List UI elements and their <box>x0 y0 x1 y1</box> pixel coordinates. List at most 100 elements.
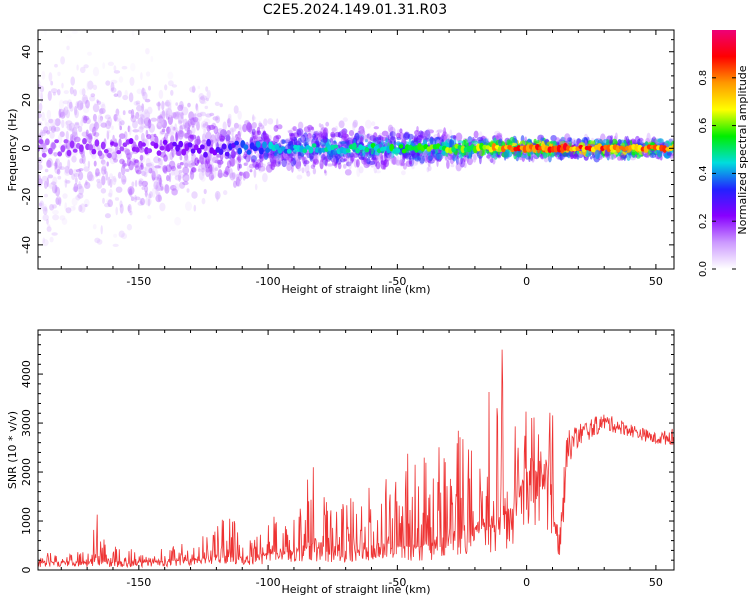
spectrogram-cell <box>202 123 206 127</box>
spectrogram-cell <box>226 130 231 136</box>
spectrogram-cell <box>130 115 137 123</box>
spectrogram-ridge-cell <box>352 142 357 150</box>
spectrogram-cell <box>344 169 352 176</box>
spectrogram-cell <box>183 157 190 168</box>
spectrogram-cell <box>94 237 101 243</box>
spectrogram-cell <box>207 151 212 162</box>
spectrogram-cell <box>179 173 185 179</box>
spectrogram-cell <box>184 120 192 129</box>
spectrogram-cell <box>79 158 84 164</box>
spectrogram-cell <box>124 149 131 156</box>
spectrogram-cell <box>52 214 60 221</box>
spectrogram-ridge-cell <box>91 148 97 155</box>
spectrogram-cell <box>141 103 145 113</box>
spectrogram-cell <box>201 169 206 177</box>
spectrogram-y-tick-label: 40 <box>20 45 33 59</box>
spectrogram-cell <box>237 124 242 130</box>
colorbar-tick-label: 0.0 <box>698 261 709 277</box>
spectrogram-cell <box>258 122 263 127</box>
spectrogram-cell <box>237 110 242 120</box>
spectrogram-cell <box>96 239 103 245</box>
spectrogram-cell <box>122 110 126 116</box>
spectrogram-cell <box>178 172 181 182</box>
spectrogram-cell <box>281 139 286 145</box>
spectrogram-cell <box>184 162 189 168</box>
spectrogram-cell <box>111 125 114 130</box>
spectrogram-cell <box>297 155 303 160</box>
spectrogram-marks <box>38 30 674 247</box>
spectrogram-cell <box>314 158 318 163</box>
spectrogram-cell <box>219 138 224 142</box>
spectrogram-cell <box>48 72 53 82</box>
spectrogram-cell <box>49 236 54 243</box>
spectrogram-cell <box>449 139 453 150</box>
spectrogram-cell <box>341 133 349 138</box>
spectrogram-cell <box>136 88 143 95</box>
spectrogram-cell <box>402 162 407 170</box>
spectrogram-ridge-cell <box>265 147 270 153</box>
spectrogram-cell <box>100 122 108 128</box>
spectrogram-cell <box>145 129 149 138</box>
snr-x-ticks: -150 -100 -50 0 50 <box>60 330 663 589</box>
spectrogram-cell <box>199 111 207 117</box>
spectrogram-cell <box>151 174 157 183</box>
spectrogram-cell <box>134 165 140 174</box>
spectrogram-cell <box>158 158 163 166</box>
spectrogram-cell <box>118 120 122 128</box>
spectrogram-cell <box>386 138 389 144</box>
spectrogram-cell <box>87 80 94 90</box>
spectrogram-cell <box>204 159 208 169</box>
spectrogram-cell <box>142 138 148 143</box>
spectrogram-cell <box>358 125 365 135</box>
spectrogram-cell <box>320 124 324 130</box>
spectrogram-cell <box>44 168 49 173</box>
spectrogram-cell <box>339 141 347 145</box>
spectrogram-cell <box>56 168 61 175</box>
spectrogram-cell <box>258 120 262 128</box>
spectrogram-cell <box>123 163 128 167</box>
spectrogram-cell <box>108 188 113 198</box>
spectrogram-cell <box>181 106 189 116</box>
spectrogram-cell <box>170 89 174 96</box>
spectrogram-cell <box>113 70 121 74</box>
spectrogram-cell <box>164 101 172 107</box>
spectrogram-cell <box>71 126 78 137</box>
spectrogram-cell <box>253 130 260 136</box>
spectrogram-cell <box>139 124 145 130</box>
spectrogram-cell <box>293 136 298 147</box>
spectrogram-cell <box>42 214 49 221</box>
spectrogram-cell <box>375 161 381 170</box>
spectrogram-cell <box>649 152 657 159</box>
figure-title: C2E5.2024.149.01.31.R03 <box>263 2 447 18</box>
spectrogram-cell <box>141 180 148 187</box>
spectrogram-cell <box>44 193 48 198</box>
spectrogram-cell <box>135 169 142 175</box>
spectrogram-cell <box>235 155 242 166</box>
spectrogram-cell <box>214 131 221 142</box>
spectrogram-cell <box>396 129 400 136</box>
spectrogram-cell <box>106 130 110 140</box>
spectrogram-cell <box>38 112 42 119</box>
spectrogram-cell <box>75 195 81 201</box>
spectrogram-cell <box>528 155 531 162</box>
spectrogram-cell <box>416 134 422 145</box>
spectrogram-cell <box>403 139 407 145</box>
spectrogram-cell <box>46 158 53 168</box>
spectrogram-cell <box>157 182 164 192</box>
spectrogram-cell <box>153 133 157 138</box>
spectrogram-cell <box>216 192 219 202</box>
spectrogram-cell <box>452 153 457 162</box>
spectrogram-ridge-cell <box>147 148 153 154</box>
spectrogram-cell <box>320 127 328 135</box>
spectrogram-cell <box>229 156 236 167</box>
spectrogram-cell <box>53 162 58 167</box>
spectrogram-cell <box>571 138 577 144</box>
spectrogram-cell <box>206 89 211 99</box>
spectrogram-cell <box>368 147 372 155</box>
spectrogram-cell <box>86 171 93 182</box>
spectrogram-cell <box>207 160 211 169</box>
spectrogram-cell <box>179 181 186 189</box>
spectrogram-cell <box>157 158 161 162</box>
spectrogram-cell <box>196 112 202 118</box>
spectrogram-cell <box>161 100 165 111</box>
